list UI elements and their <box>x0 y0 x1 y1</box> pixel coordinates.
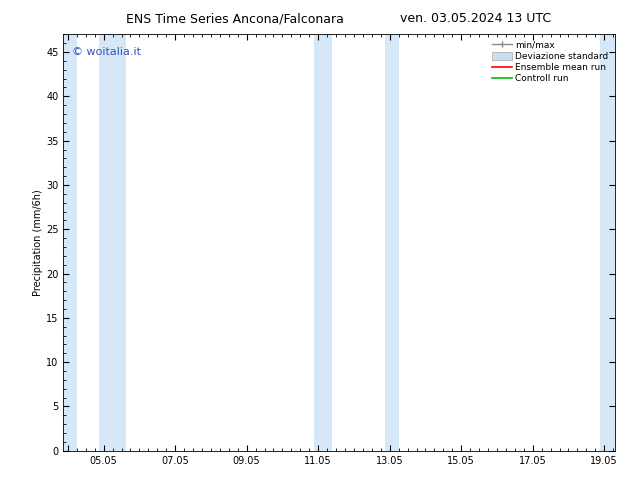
Text: ENS Time Series Ancona/Falconara: ENS Time Series Ancona/Falconara <box>126 12 344 25</box>
Bar <box>63 34 77 451</box>
Text: © woitalia.it: © woitalia.it <box>72 47 141 57</box>
Legend: min/max, Deviazione standard, Ensemble mean run, Controll run: min/max, Deviazione standard, Ensemble m… <box>490 39 611 85</box>
Bar <box>314 34 332 451</box>
Y-axis label: Precipitation (mm/6h): Precipitation (mm/6h) <box>33 189 43 296</box>
Bar <box>99 34 126 451</box>
Bar <box>600 34 615 451</box>
Text: ven. 03.05.2024 13 UTC: ven. 03.05.2024 13 UTC <box>400 12 551 25</box>
Bar <box>385 34 399 451</box>
